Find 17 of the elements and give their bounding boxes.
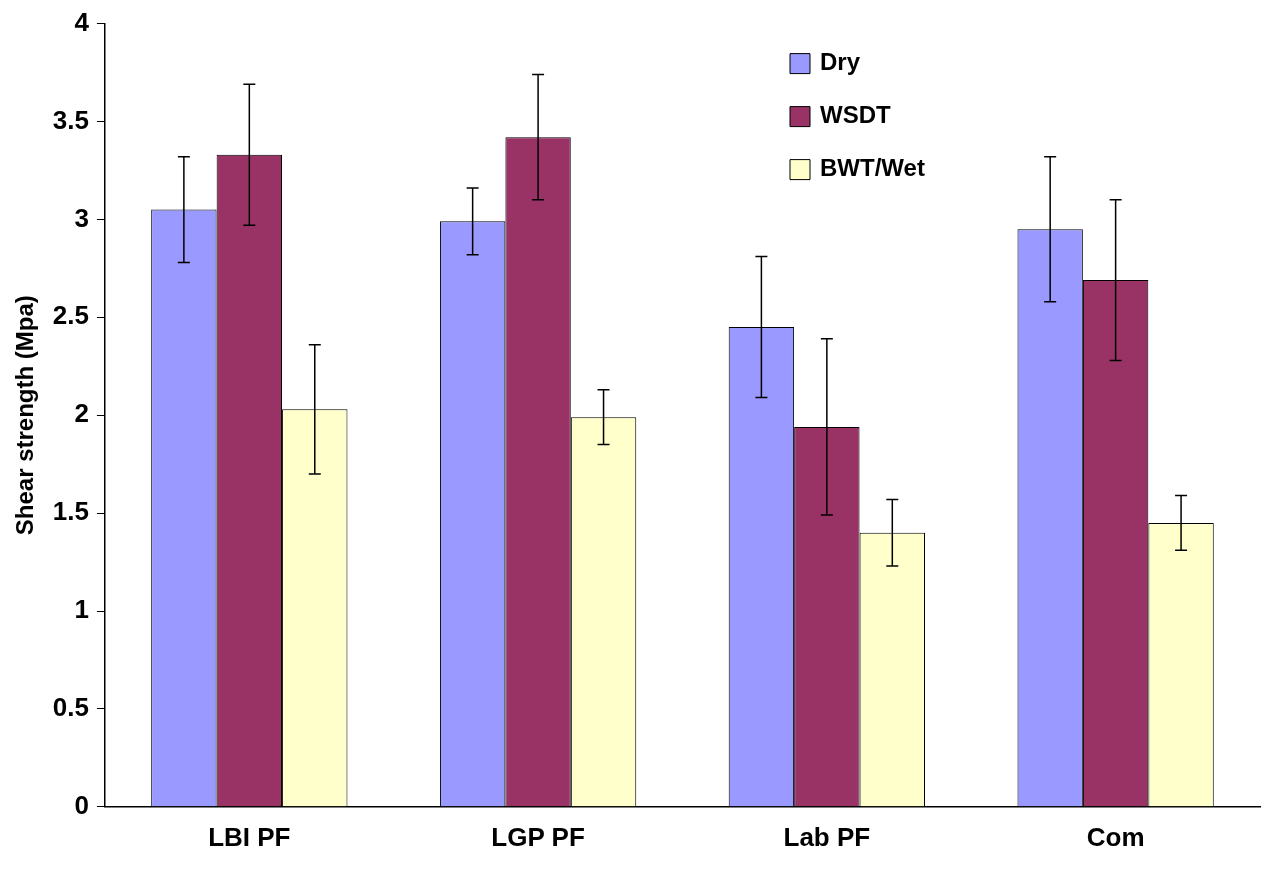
- y-tick-label: 1.5: [52, 496, 89, 527]
- legend-label: Dry: [820, 48, 861, 76]
- y-tick-label: 2.5: [52, 300, 89, 331]
- y-tick-label: 3.5: [52, 104, 89, 135]
- y-tick-label: 0: [74, 789, 89, 820]
- y-tick-label: 4: [74, 6, 90, 37]
- y-tick-label: 0.5: [52, 692, 89, 723]
- legend-label: BWT/Wet: [820, 154, 925, 182]
- y-tick-label: 2: [74, 398, 89, 429]
- y-axis-title: Shear strength (Mpa): [11, 295, 39, 536]
- x-tick-label: LBI PF: [208, 821, 291, 852]
- x-tick-label: Lab PF: [783, 821, 871, 852]
- x-tick-label: LGP PF: [491, 821, 585, 852]
- legend-label: WSDT: [820, 101, 891, 129]
- y-tick-label: 1: [74, 594, 89, 625]
- y-tick-label: 3: [74, 202, 89, 233]
- x-tick-label: Com: [1086, 821, 1145, 852]
